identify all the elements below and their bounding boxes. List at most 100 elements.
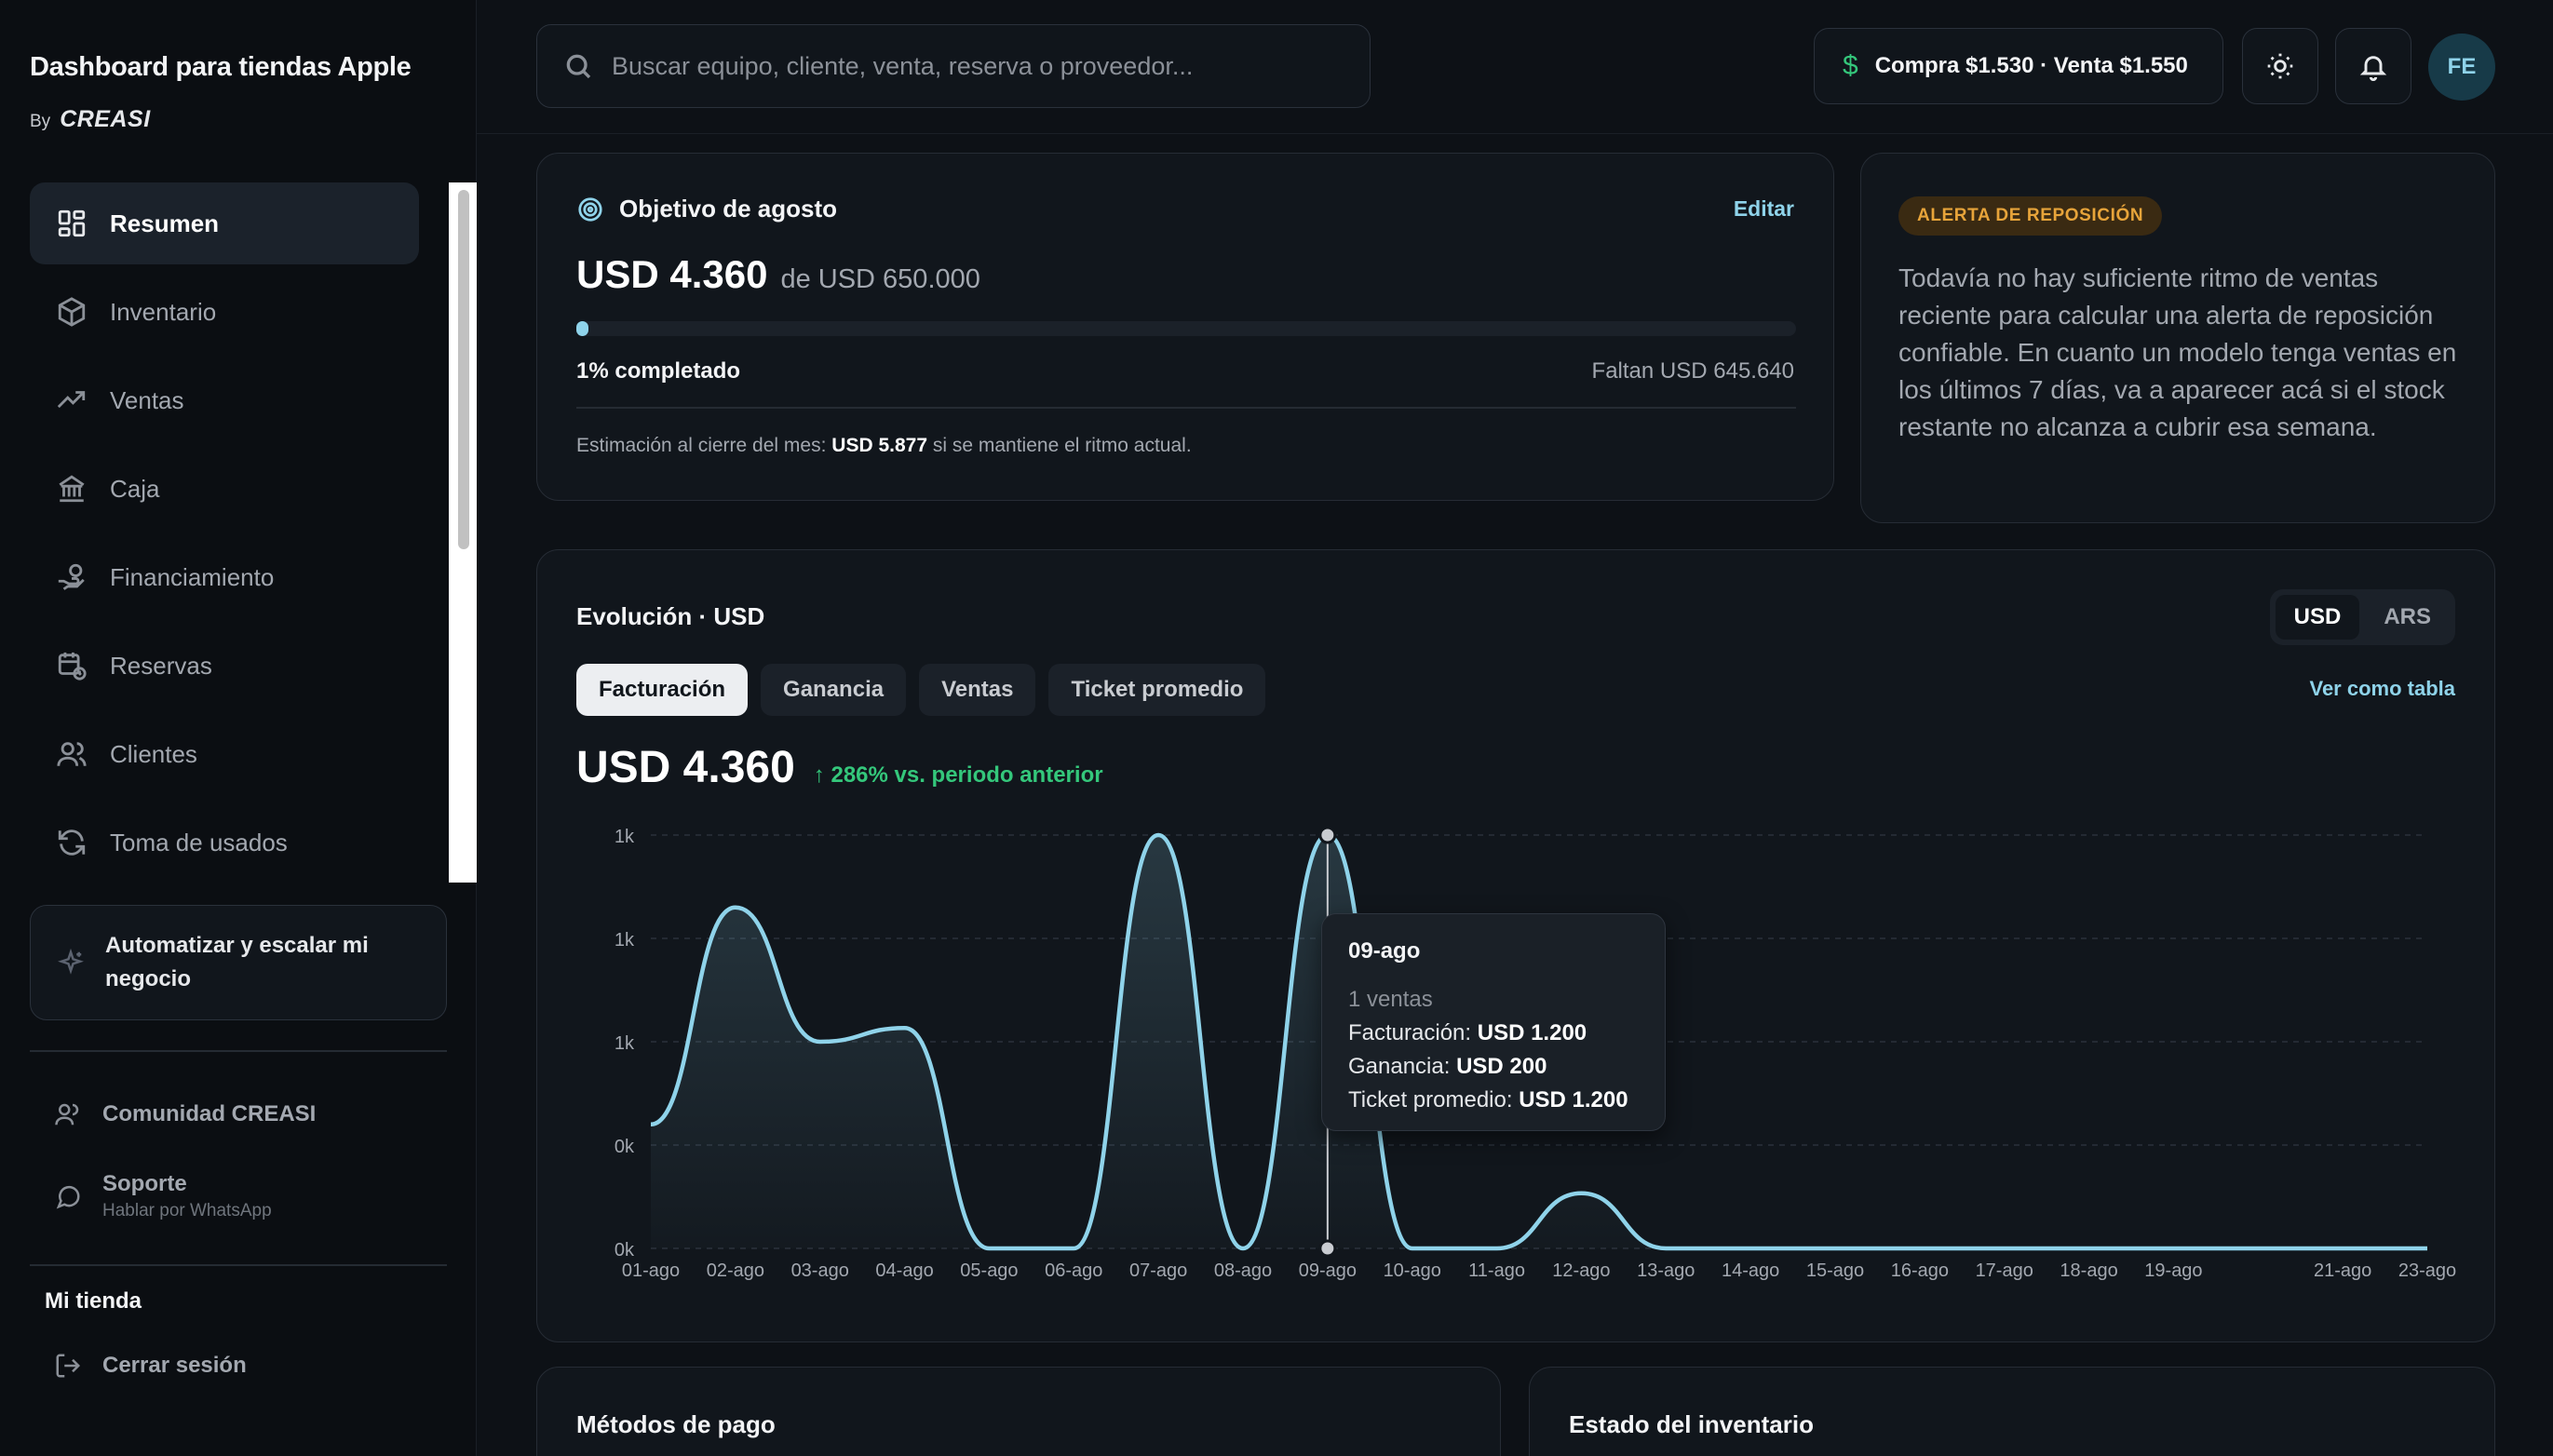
payment-methods-title: Métodos de pago <box>576 1410 776 1438</box>
y-tick-label: 1k <box>615 930 635 950</box>
logout-label: Cerrar sesión <box>102 1353 247 1378</box>
brand-title: Dashboard para tiendas Apple <box>30 52 412 82</box>
goal-remaining: Faltan USD 645.640 <box>1591 358 1794 384</box>
community-link[interactable]: Comunidad CREASI <box>54 1100 316 1128</box>
topbar: $ Compra $1.530 · Venta $1.550 FE <box>477 0 2553 134</box>
currency-toggle: USD ARS <box>2269 589 2455 645</box>
x-tick-label: 02-ago <box>707 1261 764 1281</box>
theme-toggle-button[interactable] <box>2242 28 2318 104</box>
search-box[interactable] <box>536 24 1371 108</box>
sidebar-nav: Resumen Inventario Ventas Caja Financiam… <box>30 182 419 890</box>
brand-byline: By CREASI <box>30 106 151 133</box>
restock-alert-text: Todavía no hay suficiente ritmo de venta… <box>1898 263 2457 441</box>
y-tick-label: 1k <box>615 1033 635 1054</box>
sidebar-item-resumen[interactable]: Resumen <box>30 182 419 264</box>
tooltip-billing: Facturación: USD 1.200 <box>1348 1017 1639 1050</box>
sidebar-item-label: Clientes <box>110 739 197 768</box>
tooltip-profit-value: USD 200 <box>1456 1054 1547 1079</box>
brand-by-label: By <box>30 112 51 131</box>
sidebar-item-inventario[interactable]: Inventario <box>30 271 419 353</box>
x-tick-label: 07-ago <box>1129 1261 1187 1281</box>
x-tick-label: 13-ago <box>1637 1261 1695 1281</box>
community-label: Comunidad CREASI <box>102 1101 317 1126</box>
x-tick-label: 14-ago <box>1722 1261 1779 1281</box>
goal-card: Objetivo de agosto Editar USD 4.360 de U… <box>536 153 1834 501</box>
support-text: Soporte Hablar por WhatsApp <box>102 1171 272 1221</box>
search-input[interactable] <box>612 51 1338 81</box>
currency-ars-button[interactable]: ARS <box>2384 604 2431 629</box>
goal-title: Objetivo de agosto <box>619 195 838 222</box>
series-line <box>650 832 2427 1251</box>
sidebar-item-reservas[interactable]: Reservas <box>30 625 419 707</box>
sidebar-item-financiamiento[interactable]: Financiamiento <box>30 536 419 618</box>
sidebar-item-clientes[interactable]: Clientes <box>30 713 419 795</box>
tooltip-sales: 1 ventas <box>1348 987 1433 1012</box>
x-tick-label: 10-ago <box>1384 1261 1441 1281</box>
x-tick-label: 18-ago <box>2060 1261 2117 1281</box>
tab-ventas[interactable]: Ventas <box>919 664 1036 716</box>
series-area <box>651 835 2427 1248</box>
sidebar-item-caja[interactable]: Caja <box>30 448 419 530</box>
goal-current-amount: USD 4.360 <box>576 252 768 296</box>
sidebar: Dashboard para tiendas Apple By CREASI R… <box>0 0 477 1456</box>
tooltip-profit: Ganancia: USD 200 <box>1348 1050 1639 1084</box>
tab-facturacion[interactable]: Facturación <box>576 664 749 716</box>
sidebar-scrollbar-thumb[interactable] <box>458 190 469 549</box>
tab-ganancia[interactable]: Ganancia <box>761 664 907 716</box>
hand-coins-icon <box>58 563 85 590</box>
goal-percent: 1% completado <box>576 358 741 384</box>
evolution-total-row: USD 4.360 ↑ 286% vs. periodo anterior <box>576 742 1103 793</box>
automate-business-button[interactable]: Automatizar y escalar mi negocio <box>30 905 447 1020</box>
goal-estimate: Estimación al cierre del mes: USD 5.877 … <box>576 435 1192 457</box>
inventory-status-title: Estado del inventario <box>1569 1410 1814 1438</box>
search-icon <box>566 54 591 79</box>
edit-goal-button[interactable]: Editar <box>1733 196 1794 221</box>
exchange-rate-button[interactable]: $ Compra $1.530 · Venta $1.550 <box>1814 28 2223 104</box>
restock-alert-badge: ALERTA DE REPOSICIÓN <box>1898 196 2163 236</box>
calendar-clock-icon <box>58 652 87 681</box>
sidebar-item-label: Resumen <box>110 209 220 237</box>
highlight-base-point <box>1318 1239 1337 1258</box>
tooltip-ticket-value: USD 1.200 <box>1519 1087 1628 1112</box>
x-tick-label: 09-ago <box>1299 1261 1357 1281</box>
x-tick-label: 04-ago <box>875 1261 933 1281</box>
sidebar-item-ventas[interactable]: Ventas <box>30 359 419 441</box>
view-as-table-link[interactable]: Ver como tabla <box>2309 677 2455 700</box>
x-tick-label: 15-ago <box>1806 1261 1864 1281</box>
currency-usd-button[interactable]: USD <box>2275 595 2360 640</box>
goal-divider <box>576 407 1796 409</box>
estimate-suffix: si se mantiene el ritmo actual. <box>932 435 1192 456</box>
creasi-logo[interactable]: CREASI <box>60 106 151 132</box>
tab-ticket-promedio[interactable]: Ticket promedio <box>1048 664 1266 716</box>
evolution-title: Evolución · USD <box>576 602 765 630</box>
tooltip-billing-value: USD 1.200 <box>1477 1020 1587 1045</box>
x-tick-label: 19-ago <box>2144 1261 2202 1281</box>
estimate-value: USD 5.877 <box>831 435 928 456</box>
y-tick-label: 0k <box>615 1137 635 1157</box>
x-tick-label: 08-ago <box>1214 1261 1272 1281</box>
support-link[interactable]: Soporte Hablar por WhatsApp <box>54 1171 272 1221</box>
restock-alert-card: ALERTA DE REPOSICIÓN Todavía no hay sufi… <box>1860 153 2495 523</box>
evolution-total: USD 4.360 <box>576 743 795 792</box>
box-icon <box>58 297 86 327</box>
sparkles-icon <box>58 949 84 975</box>
notifications-button[interactable] <box>2335 28 2411 104</box>
tooltip-billing-label: Facturación: <box>1348 1020 1472 1045</box>
bank-icon <box>59 475 85 503</box>
tooltip-ticket-label: Ticket promedio: <box>1348 1087 1513 1112</box>
inventory-status-card: Estado del inventario <box>1529 1367 2495 1456</box>
avatar[interactable]: FE <box>2428 34 2495 101</box>
target-icon <box>578 196 602 222</box>
tooltip-profit-label: Ganancia: <box>1348 1054 1451 1079</box>
sidebar-item-label: Toma de usados <box>110 828 288 856</box>
highlight-point <box>1318 826 1337 844</box>
store-name: Mi tienda <box>45 1288 142 1314</box>
chart-tooltip: 09-ago 1 ventas Facturación: USD 1.200 G… <box>1321 913 1666 1131</box>
sidebar-divider <box>30 1264 447 1266</box>
sidebar-item-toma-de-usados[interactable]: Toma de usados <box>30 802 419 883</box>
users-icon <box>55 1103 79 1126</box>
bell-icon <box>2359 56 2387 81</box>
logout-button[interactable]: Cerrar sesión <box>54 1352 247 1380</box>
support-label: Soporte <box>102 1171 187 1196</box>
